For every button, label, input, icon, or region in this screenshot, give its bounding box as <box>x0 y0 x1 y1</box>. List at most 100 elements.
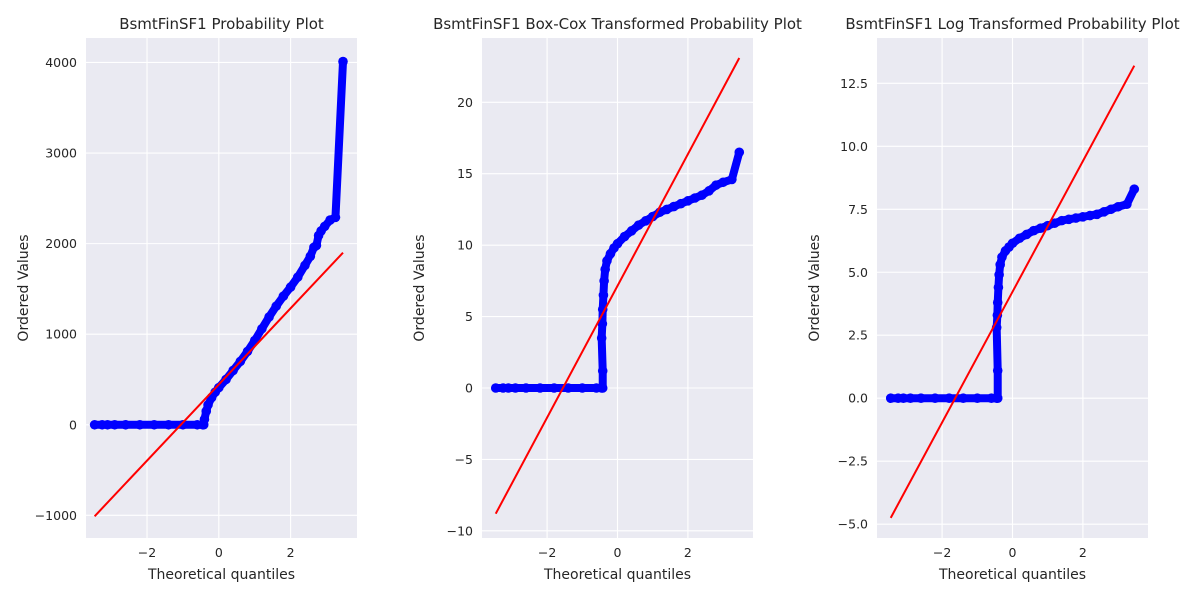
data-point <box>633 220 644 230</box>
data-point <box>992 365 1003 376</box>
data-point <box>958 393 969 404</box>
data-point <box>503 383 514 393</box>
y-tick-label: 0.0 <box>848 391 868 406</box>
x-axis-label: Theoretical quantiles <box>543 567 691 583</box>
data-point <box>640 216 651 226</box>
chart-title: BsmtFinSF1 Box-Cox Transformed Probabili… <box>433 15 802 33</box>
data-point <box>944 393 954 404</box>
y-tick-label: −2.5 <box>838 454 868 469</box>
data-point <box>993 282 1004 293</box>
data-point <box>1014 233 1025 244</box>
y-tick-label: −5 <box>455 452 473 467</box>
data-point <box>727 174 737 185</box>
data-point <box>972 393 983 404</box>
y-tick-label: 5 <box>465 309 473 324</box>
plot-content <box>885 65 1140 519</box>
y-tick-label: 12.5 <box>840 76 868 91</box>
data-point <box>285 282 296 292</box>
data-point <box>300 260 310 271</box>
data-point <box>596 333 607 343</box>
y-tick-label: 20 <box>457 95 473 110</box>
y-tick-label: 10 <box>457 238 473 253</box>
data-point <box>89 419 100 430</box>
plot-content <box>490 57 745 515</box>
data-point <box>930 393 940 404</box>
chart-title: BsmtFinSF1 Log Transformed Probability P… <box>845 15 1179 33</box>
data-point <box>178 419 188 430</box>
data-point <box>597 318 608 329</box>
y-tick-label: 3000 <box>45 146 77 161</box>
data-point <box>612 238 623 249</box>
x-tick-label: 0 <box>215 545 223 560</box>
data-point <box>149 419 159 430</box>
data-point <box>510 383 521 393</box>
fit-line <box>93 251 344 517</box>
x-tick-label: 0 <box>614 545 622 560</box>
data-point <box>602 256 612 266</box>
y-axis-label: Ordered Values <box>16 234 32 341</box>
data-point <box>992 393 1003 404</box>
x-axis-label: Theoretical quantiles <box>147 567 295 583</box>
data-point <box>257 323 267 334</box>
plot-content <box>89 56 348 517</box>
data-point <box>221 374 231 385</box>
x-tick-label: −2 <box>138 545 156 560</box>
data-point <box>1129 184 1140 194</box>
data-point <box>1113 201 1123 212</box>
x-tick-label: 2 <box>1079 545 1087 560</box>
plot-area <box>86 38 357 538</box>
data-point <box>203 400 213 410</box>
data-point <box>163 419 174 430</box>
data-point <box>1007 238 1018 249</box>
data-point <box>563 383 574 393</box>
y-tick-label: 4000 <box>45 55 77 70</box>
chart-panel-1: −2 0 2 −1000 0 1000 2000 3000 4000 BsmtFinSF1 Pro… <box>16 15 357 583</box>
x-tick-label: −2 <box>933 545 951 560</box>
data-point <box>995 259 1005 270</box>
data-point <box>734 147 745 158</box>
x-axis-label: Theoretical quantiles <box>938 567 1086 583</box>
data-point <box>319 221 330 232</box>
data-point <box>102 419 113 430</box>
data-point <box>214 382 224 393</box>
data-point <box>626 226 637 236</box>
data-point <box>199 414 210 425</box>
y-tick-label: 0 <box>465 381 473 396</box>
data-point <box>521 383 531 393</box>
data-point <box>490 383 501 393</box>
x-tick-label: −2 <box>538 545 556 560</box>
data-point <box>598 290 609 300</box>
y-axis-label: Ordered Values <box>412 234 428 341</box>
data-point <box>264 312 274 322</box>
data-point <box>992 297 1003 308</box>
data-point <box>597 383 608 393</box>
data-point <box>305 251 316 262</box>
data-point <box>599 276 609 286</box>
y-tick-label: −1000 <box>35 508 77 523</box>
data-point <box>330 212 341 223</box>
data-point <box>994 269 1004 280</box>
data-point <box>898 393 909 404</box>
fit-line <box>494 57 741 515</box>
chart-panel-2: −2 0 2 −10 −5 0 5 10 15 20 BsmtFinSF1 Box-Cox Tran… <box>412 15 802 583</box>
y-tick-label: 0 <box>69 417 77 432</box>
x-tick-label: 2 <box>287 545 295 560</box>
data-point <box>338 56 348 67</box>
data-point <box>619 231 630 242</box>
data-point <box>1122 199 1132 210</box>
data-point <box>885 393 896 404</box>
chart-title: BsmtFinSF1 Probability Plot <box>119 15 324 33</box>
data-point <box>549 383 559 393</box>
x-tick-label: 2 <box>684 545 692 560</box>
data-point <box>292 272 303 282</box>
data-point <box>135 419 145 430</box>
y-tick-label: 15 <box>457 166 473 181</box>
chart-panel-3: −2 0 2 −5.0 −2.5 0.0 2.5 5.0 7.5 10.0 12.5 BsmtFinS… <box>807 15 1180 583</box>
y-tick-label: 7.5 <box>848 202 868 217</box>
data-point <box>704 186 714 196</box>
y-tick-label: −5.0 <box>838 517 868 532</box>
y-tick-label: 1000 <box>45 327 77 342</box>
data-point <box>242 346 253 357</box>
data-point <box>278 291 289 301</box>
